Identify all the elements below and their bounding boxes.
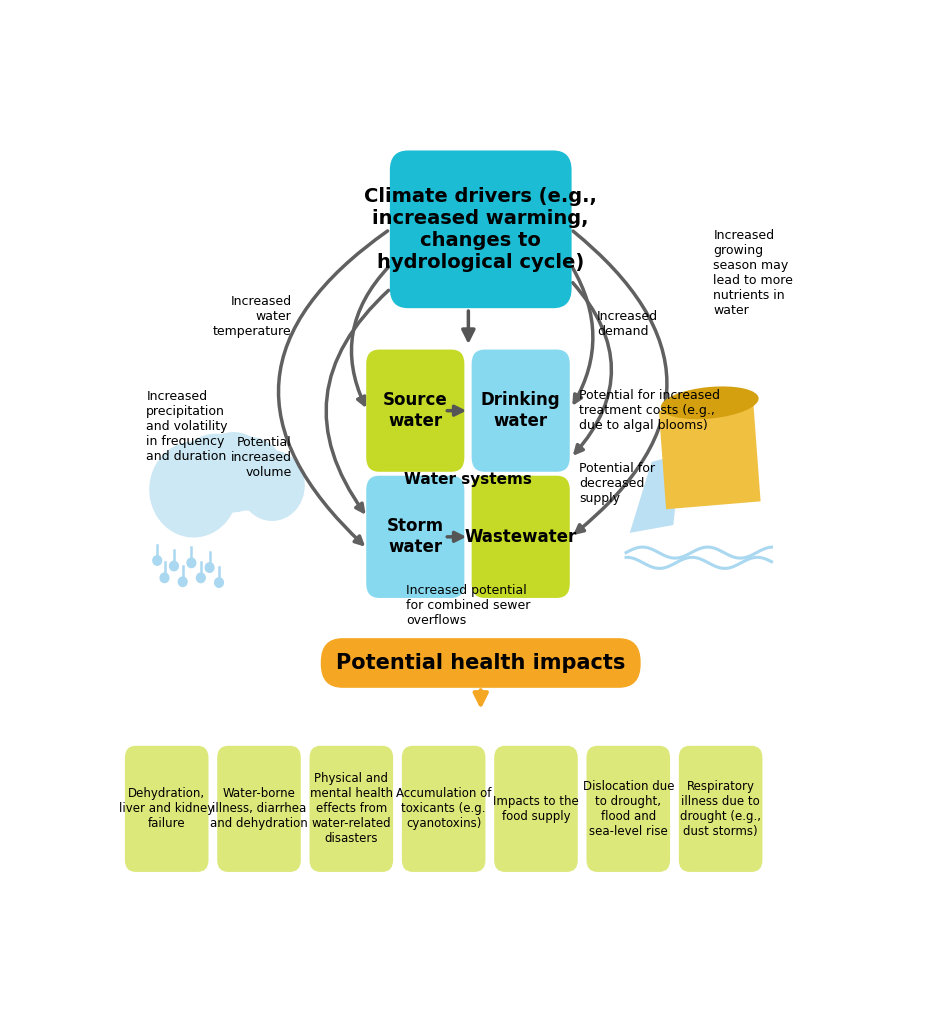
FancyBboxPatch shape [125, 745, 208, 872]
Circle shape [160, 573, 169, 583]
Text: Physical and
mental health
effects from
water-related
disasters: Physical and mental health effects from … [310, 772, 393, 846]
FancyBboxPatch shape [586, 745, 670, 872]
Circle shape [197, 433, 270, 512]
Text: Impacts to the
food supply: Impacts to the food supply [493, 795, 579, 823]
FancyArrowPatch shape [573, 231, 667, 532]
FancyBboxPatch shape [366, 349, 464, 472]
Text: Dislocation due
to drought,
flood and
sea-level rise: Dislocation due to drought, flood and se… [582, 780, 674, 838]
Circle shape [153, 556, 161, 565]
Circle shape [240, 451, 304, 520]
Circle shape [178, 578, 187, 587]
FancyArrowPatch shape [352, 267, 388, 404]
Circle shape [217, 437, 283, 510]
Text: Potential health impacts: Potential health impacts [336, 653, 626, 673]
FancyBboxPatch shape [401, 745, 486, 872]
FancyBboxPatch shape [218, 745, 301, 872]
Text: Storm
water: Storm water [386, 517, 444, 556]
Text: Increased
demand: Increased demand [598, 310, 658, 338]
Circle shape [215, 578, 223, 588]
FancyBboxPatch shape [310, 745, 393, 872]
FancyBboxPatch shape [494, 745, 578, 872]
Text: Water-borne
illness, diarrhea
and dehydration: Water-borne illness, diarrhea and dehydr… [210, 787, 308, 830]
FancyBboxPatch shape [472, 349, 569, 472]
Text: Increased
growing
season may
lead to more
nutrients in
water: Increased growing season may lead to mor… [713, 228, 794, 316]
Text: Drinking
water: Drinking water [481, 391, 561, 430]
FancyBboxPatch shape [321, 638, 641, 688]
Text: Wastewater: Wastewater [464, 527, 577, 546]
FancyBboxPatch shape [366, 476, 464, 598]
Ellipse shape [660, 386, 759, 419]
FancyBboxPatch shape [679, 745, 763, 872]
Circle shape [150, 442, 237, 537]
Text: Source
water: Source water [383, 391, 447, 430]
Text: Climate drivers (e.g.,
increased warming,
changes to
hydrological cycle): Climate drivers (e.g., increased warming… [364, 186, 598, 271]
Text: Respiratory
illness due to
drought (e.g.,
dust storms): Respiratory illness due to drought (e.g.… [680, 780, 761, 838]
Text: Increased
water
temperature: Increased water temperature [213, 295, 292, 338]
Circle shape [187, 558, 196, 567]
Polygon shape [629, 454, 681, 532]
Text: Potential for
decreased
supply: Potential for decreased supply [579, 462, 655, 505]
Text: Potential
increased
volume: Potential increased volume [231, 436, 292, 479]
FancyArrowPatch shape [572, 267, 593, 402]
Text: Accumulation of
toxicants (e.g.
cyanotoxins): Accumulation of toxicants (e.g. cyanotox… [396, 787, 492, 830]
FancyArrowPatch shape [279, 231, 387, 544]
Circle shape [170, 561, 178, 570]
Text: Potential for increased
treatment costs (e.g.,
due to algal blooms): Potential for increased treatment costs … [579, 389, 719, 432]
Circle shape [205, 563, 214, 572]
Text: Dehydration,
liver and kidney
failure: Dehydration, liver and kidney failure [119, 787, 214, 830]
FancyArrowPatch shape [573, 283, 612, 453]
Text: Increased potential
for combined sewer
overflows: Increased potential for combined sewer o… [406, 584, 531, 627]
Text: Water systems: Water systems [404, 472, 532, 486]
FancyBboxPatch shape [472, 476, 569, 598]
Circle shape [196, 573, 205, 583]
Text: Increased
precipitation
and volatility
in frequency
and duration: Increased precipitation and volatility i… [146, 390, 228, 463]
FancyArrowPatch shape [326, 291, 388, 512]
Polygon shape [658, 402, 761, 509]
Circle shape [177, 434, 253, 516]
FancyBboxPatch shape [390, 151, 571, 308]
